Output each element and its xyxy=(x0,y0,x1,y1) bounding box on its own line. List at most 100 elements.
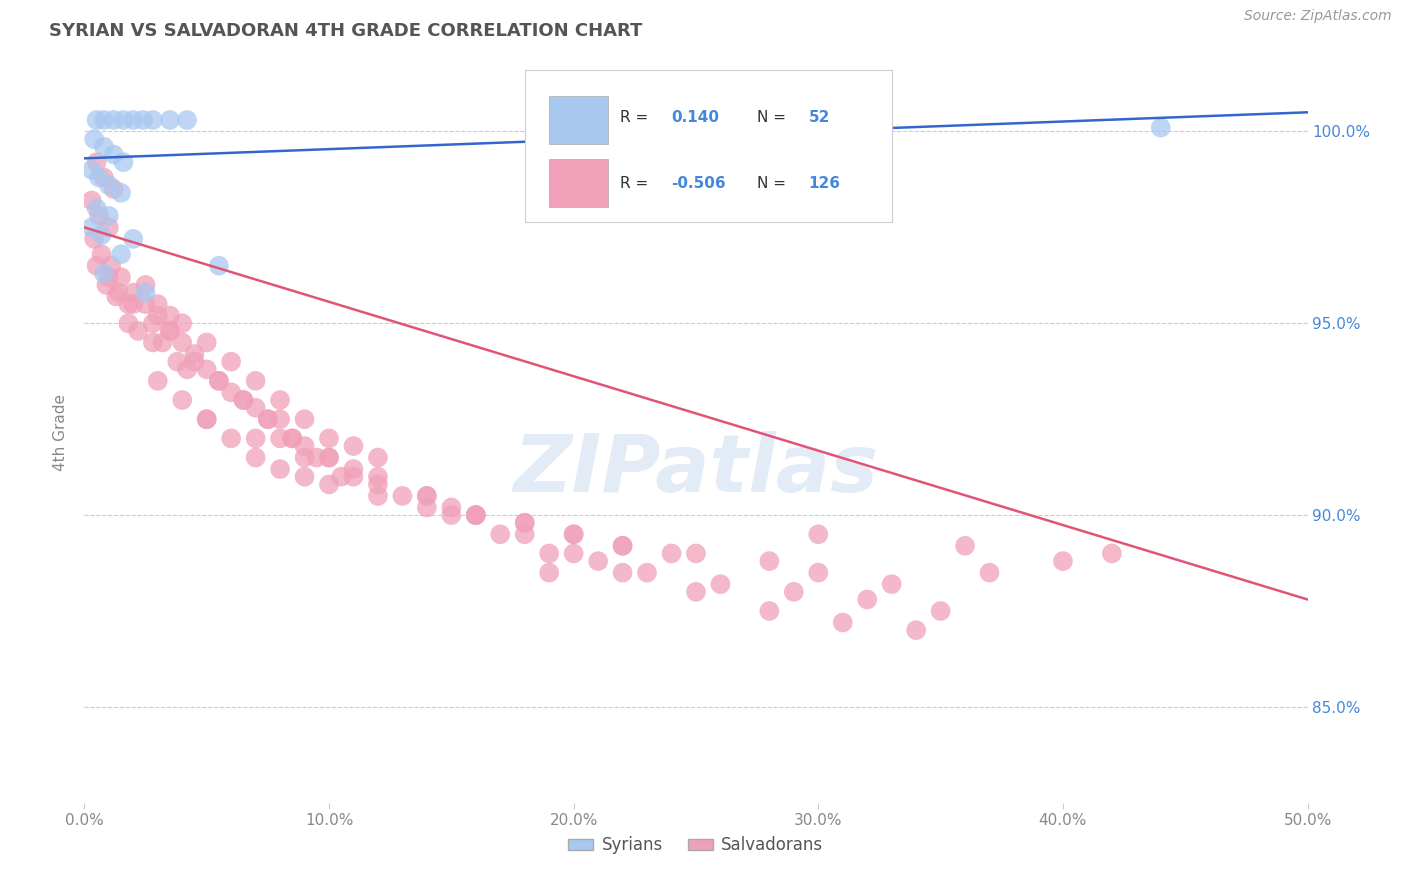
Point xyxy=(195,412,218,426)
Point xyxy=(562,546,585,560)
Point xyxy=(93,140,115,154)
Point xyxy=(318,477,340,491)
Point xyxy=(305,450,328,465)
Point xyxy=(330,469,353,483)
Point xyxy=(416,489,439,503)
Point xyxy=(159,324,181,338)
Point xyxy=(159,113,181,128)
Point xyxy=(269,462,291,476)
Point xyxy=(538,566,561,580)
Point xyxy=(219,431,242,445)
Point xyxy=(97,209,120,223)
Point xyxy=(367,469,389,483)
Point xyxy=(318,431,340,445)
Point xyxy=(464,508,486,522)
Point xyxy=(294,439,316,453)
Point xyxy=(294,412,316,426)
Point xyxy=(183,347,205,361)
Point xyxy=(318,450,340,465)
Point xyxy=(97,270,120,285)
Point xyxy=(232,392,254,407)
Point xyxy=(107,285,129,300)
Point xyxy=(117,316,139,330)
Point xyxy=(342,469,364,483)
Point xyxy=(87,209,110,223)
Point xyxy=(269,431,291,445)
Point xyxy=(172,316,194,330)
Point xyxy=(146,297,169,311)
Point xyxy=(80,162,103,177)
Point xyxy=(80,194,103,208)
Point xyxy=(195,335,218,350)
Text: N =: N = xyxy=(758,176,786,191)
Point xyxy=(86,259,108,273)
Point xyxy=(122,232,145,246)
Point xyxy=(562,527,585,541)
Point xyxy=(208,374,231,388)
Point xyxy=(183,354,205,368)
FancyBboxPatch shape xyxy=(550,159,607,207)
Point xyxy=(100,259,122,273)
Point xyxy=(97,220,120,235)
Point xyxy=(127,324,149,338)
Point xyxy=(661,546,683,560)
Text: N =: N = xyxy=(758,111,786,126)
Point xyxy=(132,113,155,128)
Point xyxy=(807,527,830,541)
Point xyxy=(269,392,291,407)
Point xyxy=(135,285,157,300)
Point xyxy=(929,604,952,618)
Point xyxy=(208,259,231,273)
Point xyxy=(1101,546,1123,560)
Point xyxy=(464,508,486,522)
Point xyxy=(464,508,486,522)
Text: R =: R = xyxy=(620,176,648,191)
Point xyxy=(135,277,157,292)
Point xyxy=(146,309,169,323)
Point xyxy=(96,277,118,292)
Point xyxy=(709,577,731,591)
Point xyxy=(176,113,198,128)
Text: SYRIAN VS SALVADORAN 4TH GRADE CORRELATION CHART: SYRIAN VS SALVADORAN 4TH GRADE CORRELATI… xyxy=(49,22,643,40)
Point xyxy=(586,554,609,568)
Point xyxy=(122,113,145,128)
Point xyxy=(538,546,561,560)
Point xyxy=(685,546,707,560)
Point xyxy=(294,469,316,483)
Point xyxy=(856,592,879,607)
Point xyxy=(612,539,634,553)
Text: R =: R = xyxy=(620,111,648,126)
Point xyxy=(110,186,132,200)
Point xyxy=(219,385,242,400)
Point xyxy=(152,335,174,350)
Point xyxy=(86,201,108,215)
Point xyxy=(86,113,108,128)
Point xyxy=(367,477,389,491)
Point xyxy=(93,170,115,185)
Point xyxy=(281,431,304,445)
Text: 0.140: 0.140 xyxy=(672,111,720,126)
Point xyxy=(758,554,780,568)
Text: -0.506: -0.506 xyxy=(672,176,725,191)
Point xyxy=(294,450,316,465)
Point xyxy=(110,247,132,261)
Legend: Syrians, Salvadorans: Syrians, Salvadorans xyxy=(562,830,830,861)
Point xyxy=(880,577,903,591)
Point xyxy=(172,392,194,407)
Point xyxy=(122,297,145,311)
Point xyxy=(195,362,218,376)
Point xyxy=(112,113,135,128)
Point xyxy=(117,297,139,311)
Point xyxy=(807,566,830,580)
Point xyxy=(142,316,165,330)
Point xyxy=(146,374,169,388)
Point xyxy=(159,324,181,338)
Point xyxy=(612,566,634,580)
Point xyxy=(905,623,928,637)
Point xyxy=(318,450,340,465)
Point xyxy=(103,147,125,161)
Point xyxy=(1052,554,1074,568)
Point xyxy=(636,566,658,580)
Point xyxy=(142,113,165,128)
Point xyxy=(245,401,267,415)
